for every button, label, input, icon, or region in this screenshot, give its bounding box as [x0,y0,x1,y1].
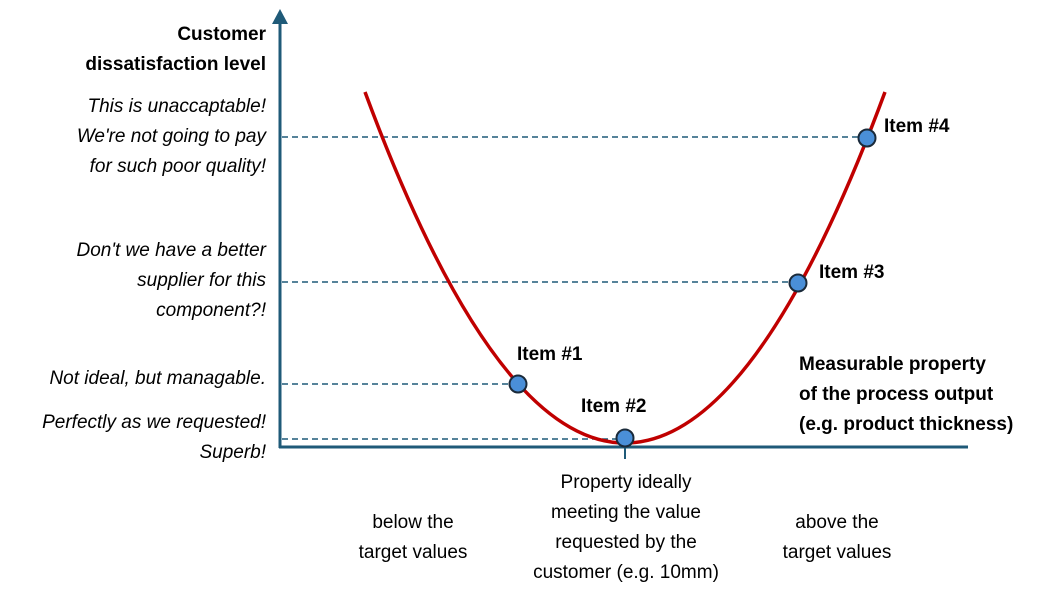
x-axis-label: Measurable property of the process outpu… [799,350,1013,440]
region-label-line: above the [795,512,879,533]
region-label-line: meeting the value [551,502,701,523]
y-axis-arrow-icon [272,9,288,24]
item-1-label: Item #1 [517,344,583,365]
item-4-label: Item #4 [884,116,950,137]
item-2-point [615,428,635,448]
y-axis-label-line: Customer [177,24,266,45]
item-2-label: Item #2 [581,396,647,417]
x-axis-label-line: of the process output [799,384,994,405]
region-label-line: target values [358,542,468,563]
item-1-point [508,374,528,394]
region-label-line: Property ideally [560,472,692,493]
level-label-manageable: Not ideal, but managable. [49,364,266,394]
y-axis-label-line: dissatisfaction level [85,54,266,75]
level-label-line: supplier for this [137,270,266,291]
x-axis-label-line: Measurable property [799,354,986,375]
item-4-point [857,128,877,148]
level-label-line: Not ideal, but managable. [49,368,266,389]
y-axis-label: Customer dissatisfaction level [85,20,266,80]
region-label-line: target values [782,542,892,563]
region-target: Property ideally meeting the value reque… [510,468,742,588]
region-label-line: customer (e.g. 10mm) [533,562,719,583]
region-label-line: requested by the [555,532,697,553]
level-label-better-supplier: Don't we have a better supplier for this… [76,236,266,326]
level-label-unacceptable: This is unaccaptable! We're not going to… [77,92,266,182]
x-axis-label-line: (e.g. product thickness) [799,414,1014,435]
level-label-line: We're not going to pay [76,126,266,147]
level-label-line: component?! [156,300,266,321]
level-label-line: Don't we have a better [76,240,266,261]
level-label-line: Superb! [199,442,266,463]
level-label-line: This is unaccaptable! [87,96,267,117]
level-label-line: for such poor quality! [89,156,266,177]
region-label-line: below the [372,512,454,533]
region-below-target: below the target values [330,508,496,568]
level-label-line: Perfectly as we requested! [42,412,266,433]
item-3-label: Item #3 [819,262,885,283]
level-label-perfect: Perfectly as we requested! Superb! [42,408,266,468]
item-3-point [788,273,808,293]
region-above-target: above the target values [754,508,920,568]
